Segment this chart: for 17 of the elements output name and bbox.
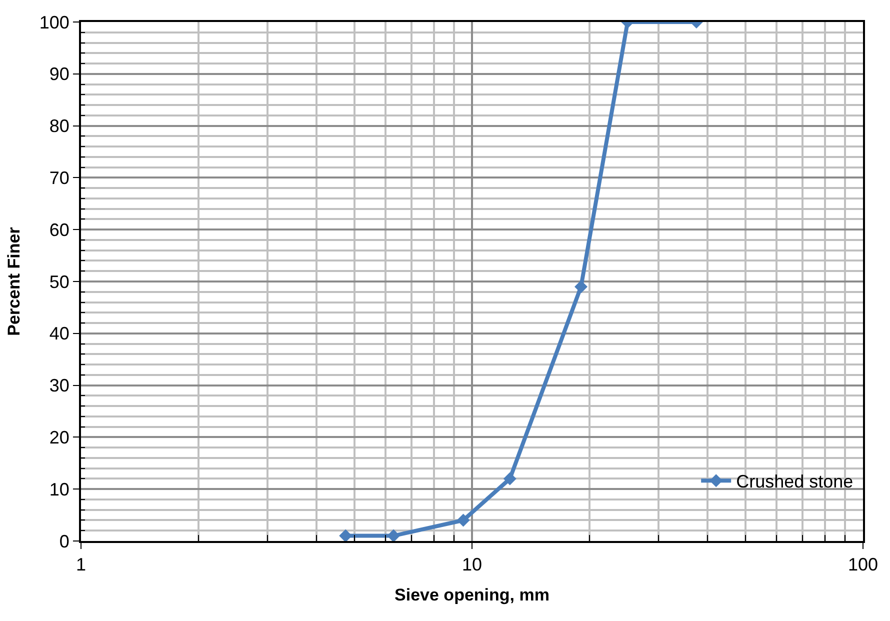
- y-tick-label: 10: [49, 479, 70, 500]
- y-axis-title: Percent Finer: [4, 226, 24, 336]
- y-tick-label: 40: [49, 324, 70, 344]
- x-tick-label: 100: [848, 554, 878, 575]
- y-tick-label: 60: [49, 220, 70, 240]
- legend-label: Crushed stone: [736, 472, 854, 492]
- y-tick-label: 30: [49, 376, 70, 396]
- y-tick-label: 20: [49, 428, 70, 448]
- y-tick-label: 50: [49, 272, 70, 292]
- y-tick-label: 100: [39, 12, 70, 32]
- y-tick-label: 90: [49, 64, 70, 84]
- x-tick-label: 1: [76, 554, 86, 575]
- x-tick-label: 10: [462, 554, 482, 575]
- y-tick-label: 80: [49, 116, 70, 136]
- x-axis-title: Sieve opening, mm: [394, 586, 550, 604]
- y-tick-label: 70: [49, 168, 70, 188]
- y-tick-label: 0: [59, 531, 70, 552]
